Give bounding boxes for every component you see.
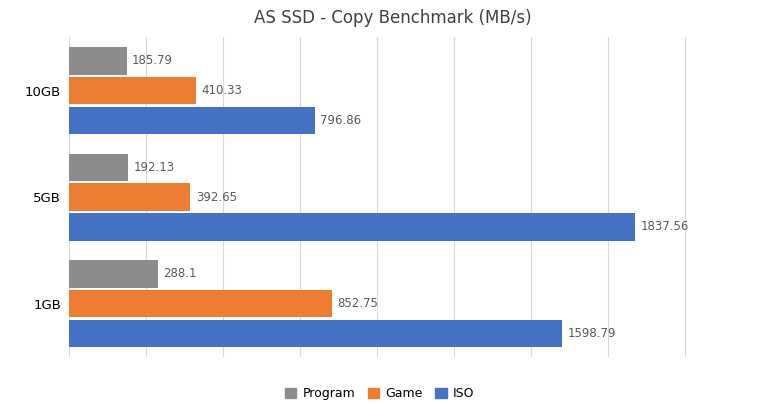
Text: 288.1: 288.1 bbox=[163, 267, 197, 280]
Text: 852.75: 852.75 bbox=[337, 297, 378, 310]
Bar bbox=[69, 77, 196, 104]
Bar bbox=[69, 183, 190, 211]
Bar bbox=[69, 107, 315, 134]
Bar bbox=[69, 213, 635, 241]
Text: 1598.79: 1598.79 bbox=[567, 327, 616, 340]
Bar bbox=[69, 47, 126, 75]
Bar bbox=[69, 320, 562, 347]
Text: 1837.56: 1837.56 bbox=[641, 220, 689, 234]
Bar bbox=[69, 154, 129, 181]
Bar bbox=[69, 290, 332, 317]
Text: 796.86: 796.86 bbox=[320, 114, 361, 127]
Bar bbox=[69, 260, 158, 288]
Text: 185.79: 185.79 bbox=[132, 54, 173, 67]
Text: 192.13: 192.13 bbox=[134, 161, 175, 174]
Text: 410.33: 410.33 bbox=[201, 84, 242, 97]
Legend: Program, Game, ISO: Program, Game, ISO bbox=[280, 382, 480, 405]
Text: 392.65: 392.65 bbox=[196, 190, 237, 204]
Title: AS SSD - Copy Benchmark (MB/s): AS SSD - Copy Benchmark (MB/s) bbox=[254, 10, 531, 27]
